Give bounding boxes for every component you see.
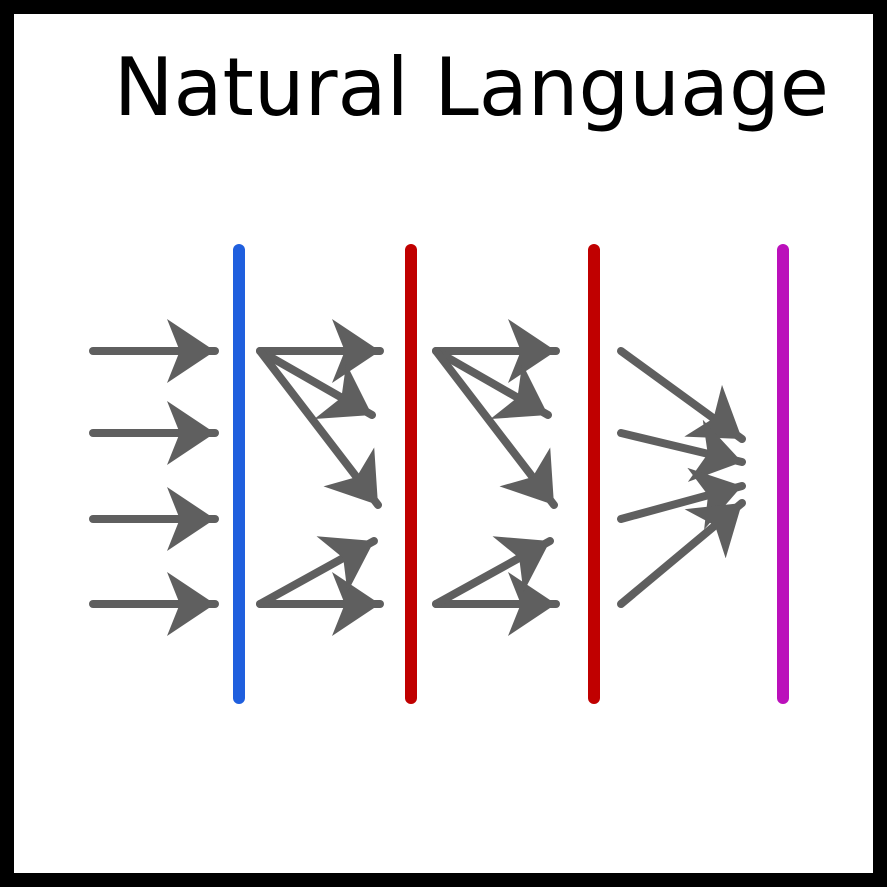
connection-arrow [256, 347, 376, 419]
diagram-title: Natural Language [113, 41, 829, 134]
connection-arrow [256, 347, 382, 509]
output-arrow [617, 467, 746, 530]
connection-arrow [432, 536, 554, 608]
output-arrow [617, 499, 746, 608]
connection-arrow [432, 347, 558, 509]
output-arrow [617, 347, 746, 443]
connection-arrow [256, 536, 378, 608]
output-arrow [617, 419, 746, 482]
connection-arrow [432, 347, 552, 419]
